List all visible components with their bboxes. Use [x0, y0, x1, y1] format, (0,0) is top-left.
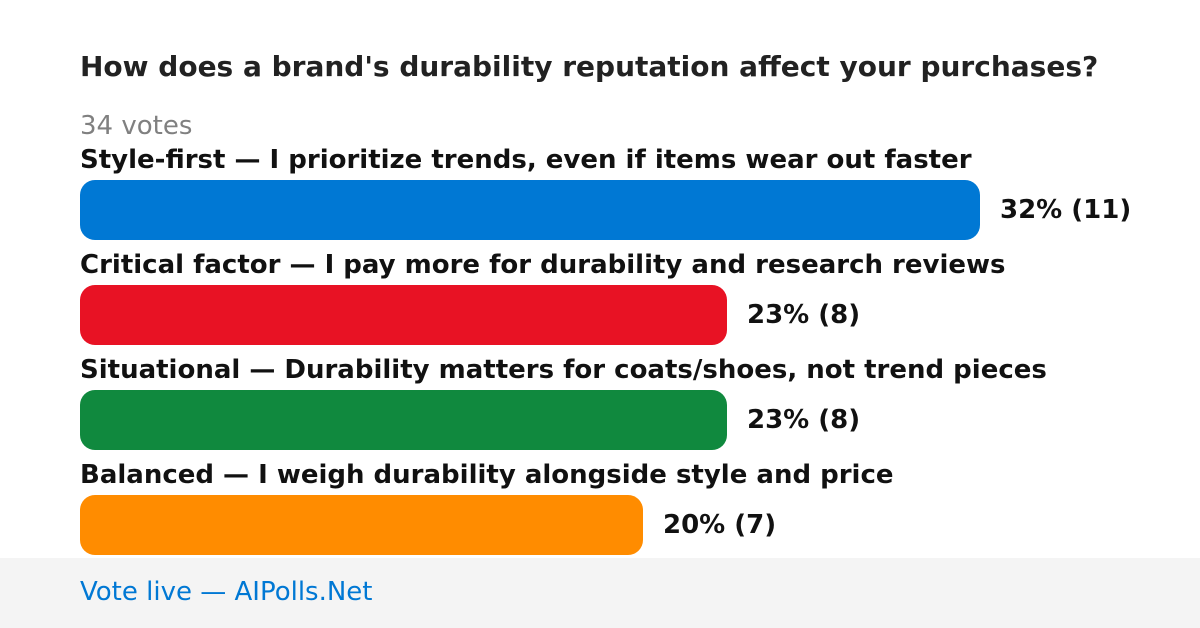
- option-bar: [80, 495, 643, 555]
- option-bar: [80, 390, 727, 450]
- option-label: Situational — Durability matters for coa…: [80, 355, 1047, 385]
- option-label: Style-first — I prioritize trends, even …: [80, 145, 972, 175]
- option-bar: [80, 180, 980, 240]
- vote-live-link[interactable]: Vote live — AIPolls.Net: [80, 577, 373, 607]
- option-label: Balanced — I weigh durability alongside …: [80, 460, 894, 490]
- option-percentage: 23% (8): [747, 405, 861, 435]
- footer-bar: Vote live — AIPolls.Net: [0, 558, 1200, 628]
- option-percentage: 32% (11): [1000, 195, 1132, 225]
- vote-count: 34 votes: [80, 111, 193, 141]
- poll-title: How does a brand's durability reputation…: [80, 50, 1099, 83]
- option-label: Critical factor — I pay more for durabil…: [80, 250, 1006, 280]
- option-bar: [80, 285, 727, 345]
- option-percentage: 20% (7): [663, 510, 777, 540]
- option-percentage: 23% (8): [747, 300, 861, 330]
